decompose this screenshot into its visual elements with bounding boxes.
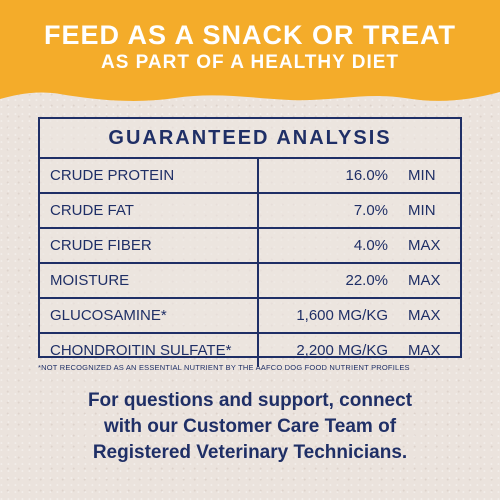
footnote: *NOT RECOGNIZED AS AN ESSENTIAL NUTRIENT… [38,363,410,372]
nutrient-limit: MIN [408,167,436,184]
nutrient-name: CRUDE FIBER [40,229,259,262]
nutrient-name: GLUCOSAMINE* [40,299,259,332]
contact-line-1: For questions and support, connect [87,390,413,411]
table-row: CHONDROITIN SULFATE* 2,200 MG/KG MAX [40,332,460,367]
contact-line-2: with our Customer Care Team of [103,416,397,437]
nutrient-value: 22.0% [345,272,389,289]
headline-line-1: FEED AS A SNACK OR TREAT [43,20,456,50]
nutrient-value: 16.0% [345,167,389,184]
nutrient-name: CHONDROITIN SULFATE* [40,334,259,367]
nutrient-name: MOISTURE [40,264,259,297]
contact-line-3: Registered Veterinary Technicians. [92,442,408,463]
table-row: CRUDE FIBER 4.0% MAX [40,227,460,262]
guaranteed-analysis-table: GUARANTEED ANALYSIS CRUDE PROTEIN 16.0% … [38,117,462,367]
nutrient-value: 2,200 MG/KG [296,342,389,359]
nutrient-limit: MAX [408,307,441,324]
table-row: MOISTURE 22.0% MAX [40,262,460,297]
table-row: CRUDE FAT 7.0% MIN [40,192,460,227]
nutrient-value: 7.0% [353,202,389,219]
nutrient-limit: MAX [408,272,441,289]
headline-line-2: AS PART OF A HEALTHY DIET [100,52,400,73]
header-band [0,0,500,101]
table-title: GUARANTEED ANALYSIS [108,127,392,149]
table-row: GLUCOSAMINE* 1,600 MG/KG MAX [40,297,460,332]
nutrient-name: CRUDE FAT [40,194,259,227]
nutrient-value: 1,600 MG/KG [296,307,389,324]
nutrient-limit: MAX [408,237,441,254]
nutrient-name: CRUDE PROTEIN [40,159,259,192]
table-row: CRUDE PROTEIN 16.0% MIN [40,157,460,192]
nutrient-value: 4.0% [353,237,389,254]
customer-care-message: For questions and support, connect with … [20,388,480,466]
nutrient-limit: MAX [408,342,441,359]
nutrient-limit: MIN [408,202,436,219]
